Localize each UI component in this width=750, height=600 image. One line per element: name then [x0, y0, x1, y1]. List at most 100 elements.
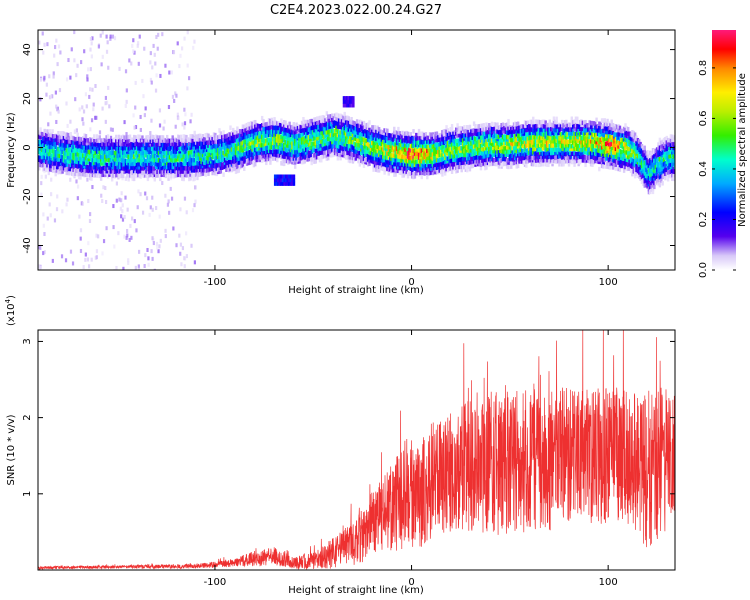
heatmap-cell — [533, 155, 536, 161]
heatmap-cell — [311, 142, 315, 147]
heatmap-cell — [84, 92, 88, 97]
heatmap-cell — [233, 138, 236, 143]
heatmap-cell — [342, 130, 345, 135]
heatmap-cell — [204, 172, 207, 177]
heatmap-cell — [412, 154, 415, 159]
heatmap-cell — [489, 141, 492, 146]
heatmap-cell — [621, 144, 624, 149]
heatmap-cell — [463, 164, 466, 170]
heatmap-cell — [208, 137, 212, 142]
heatmap-cell — [574, 146, 578, 151]
heatmap-cell — [573, 154, 576, 160]
heatmap-cell — [372, 132, 375, 138]
heatmap-cell — [335, 116, 338, 121]
heatmap-cell — [289, 147, 293, 153]
heatmap-cell — [46, 136, 49, 141]
heatmap-cell — [152, 142, 155, 147]
heatmap-cell — [132, 173, 136, 179]
heatmap-cell — [398, 142, 401, 148]
heatmap-cell — [543, 128, 546, 133]
heatmap-cell — [176, 41, 179, 46]
heatmap-cell — [573, 131, 576, 137]
heatmap-cell — [450, 145, 454, 151]
heatmap-cell — [212, 154, 216, 160]
heatmap-cell — [442, 160, 446, 166]
heatmap-cell — [622, 156, 626, 161]
heatmap-cell — [492, 134, 495, 140]
heatmap-cell — [168, 161, 172, 167]
heatmap-cell — [344, 120, 348, 125]
heatmap-cell — [243, 124, 246, 130]
heatmap-cell — [355, 143, 359, 148]
heatmap-cell — [353, 157, 356, 162]
heatmap-cell — [551, 150, 554, 156]
heatmap-cell — [339, 113, 342, 119]
heatmap-cell — [450, 149, 454, 155]
heatmap-cell — [589, 154, 593, 160]
heatmap-cell — [243, 127, 246, 133]
heatmap-cell — [521, 131, 524, 137]
heatmap-cell — [585, 132, 589, 137]
heatmap-cell — [327, 118, 330, 123]
heatmap-cell — [435, 157, 439, 163]
heatmap-cell — [479, 127, 483, 133]
heatmap-cell — [325, 121, 329, 126]
heatmap-cell — [306, 157, 309, 162]
heatmap-cell — [189, 150, 192, 155]
heatmap-cell — [94, 160, 97, 166]
heatmap-cell — [382, 135, 385, 140]
heatmap-cell — [592, 132, 596, 138]
heatmap-cell — [165, 134, 169, 140]
heatmap-cell — [448, 142, 451, 148]
heatmap-cell — [543, 154, 546, 160]
heatmap-cell — [178, 233, 181, 238]
heatmap-cell — [371, 151, 374, 157]
heatmap-cell — [210, 140, 213, 146]
heatmap-cell — [559, 124, 562, 129]
heatmap-cell — [573, 159, 576, 164]
heatmap-cell — [245, 126, 249, 132]
heatmap-cell — [415, 142, 418, 148]
heatmap-cell — [274, 139, 278, 145]
heatmap-cell — [126, 228, 129, 233]
heatmap-cell — [588, 122, 591, 128]
heatmap-cell — [120, 149, 123, 155]
heatmap-cell — [602, 153, 605, 159]
heatmap-cell — [179, 53, 182, 58]
heatmap-cell — [349, 124, 352, 129]
heatmap-cell — [320, 115, 323, 121]
heatmap-cell — [238, 140, 242, 146]
heatmap-cell — [471, 163, 474, 169]
heatmap-cell — [419, 158, 422, 163]
heatmap-cell — [512, 122, 516, 127]
heatmap-cell — [500, 138, 503, 143]
heatmap-cell — [537, 162, 540, 168]
heatmap-cell — [508, 145, 512, 150]
heatmap-cell — [311, 136, 315, 142]
heatmap-cell — [434, 162, 437, 168]
heatmap-cell — [521, 141, 524, 146]
heatmap-cell — [311, 153, 315, 159]
heatmap-cell — [156, 145, 159, 151]
heatmap-cell — [89, 67, 92, 72]
heatmap-cell — [51, 129, 54, 134]
heatmap-cell — [233, 159, 236, 165]
heatmap-cell — [295, 124, 298, 130]
heatmap-cell — [138, 157, 141, 163]
heatmap-cell — [350, 146, 353, 152]
heatmap-cell — [450, 162, 454, 167]
heatmap-cell — [43, 163, 46, 169]
heatmap-cell — [43, 250, 46, 255]
heatmap-cell — [432, 139, 436, 145]
heatmap-cell — [603, 136, 607, 142]
heatmap-cell — [185, 169, 188, 175]
heatmap-cell — [512, 129, 516, 134]
heatmap-cell — [325, 140, 329, 146]
heatmap-cell — [570, 146, 574, 151]
heatmap-cell — [534, 143, 538, 148]
heatmap-cell — [153, 170, 157, 175]
heatmap-cell — [233, 166, 236, 171]
heatmap-cell — [383, 142, 386, 147]
heatmap-cell — [375, 157, 378, 162]
heatmap-cell — [300, 132, 304, 138]
